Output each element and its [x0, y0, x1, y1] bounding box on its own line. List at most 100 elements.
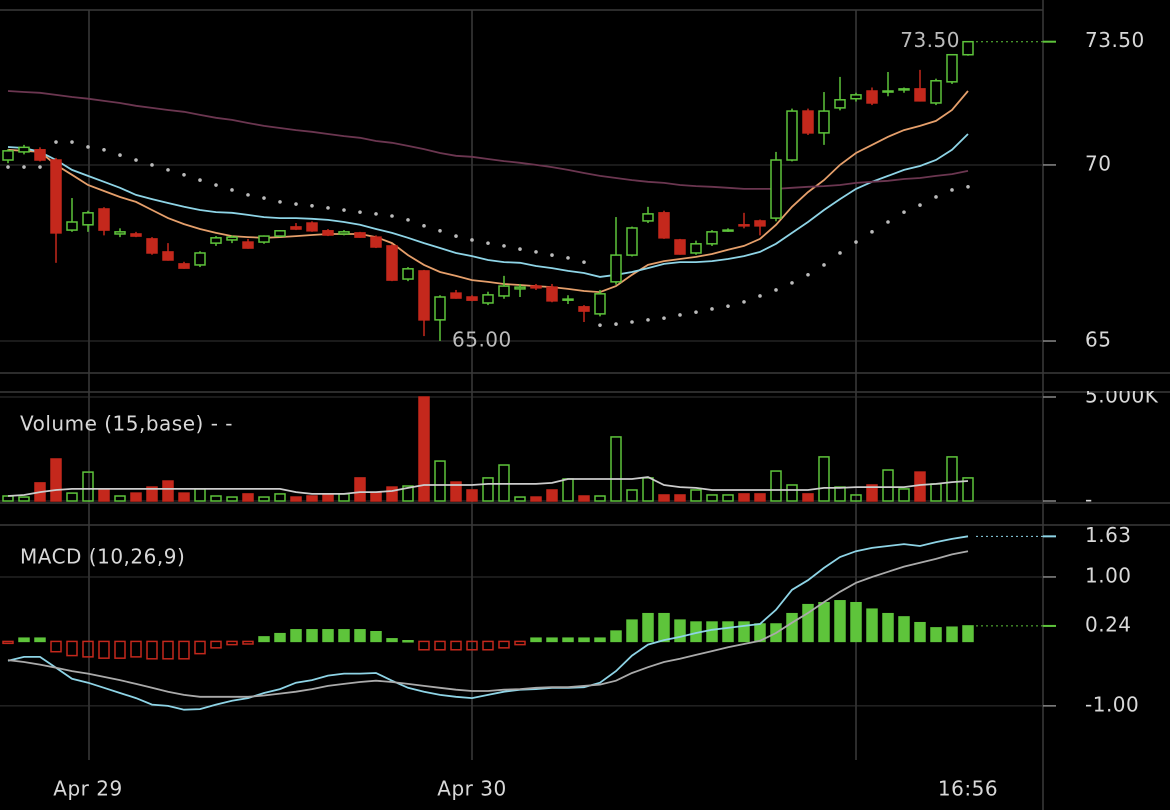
volume-bar: [306, 495, 318, 502]
volume-bar: [98, 488, 110, 502]
volume-bar: [210, 495, 222, 502]
sar-dot: [390, 214, 394, 218]
sar-dot: [358, 210, 362, 214]
candle-body: [706, 231, 718, 245]
histogram-bar: [882, 612, 894, 643]
sar-dot: [502, 244, 506, 248]
histogram-bar: [546, 637, 558, 643]
candle-body: [962, 40, 974, 56]
y-tick-label: -1.00: [1085, 692, 1139, 716]
candle-body: [226, 236, 238, 241]
volume-bar: [690, 489, 702, 502]
sar-dot: [214, 183, 218, 187]
volume-bar: [50, 458, 62, 502]
candle-body: [338, 231, 350, 235]
candle-body: [738, 224, 750, 227]
sar-dot: [694, 310, 698, 314]
candle-body: [82, 212, 94, 226]
histogram-bar: [66, 640, 78, 657]
volume-bar: [722, 494, 734, 502]
histogram-bar: [290, 629, 302, 643]
histogram-bar: [130, 640, 142, 658]
candle-body: [562, 298, 574, 301]
histogram-bar: [258, 636, 270, 643]
candle-body: [434, 296, 446, 321]
volume-bar: [258, 496, 270, 502]
sar-dot: [438, 228, 442, 233]
candle-body: [34, 149, 46, 161]
histogram-bar: [146, 640, 158, 660]
sar-dot: [902, 210, 906, 214]
histogram-bar: [530, 637, 542, 643]
sar-dot: [54, 140, 58, 144]
volume-bar: [818, 456, 830, 502]
volume-bar: [546, 489, 558, 502]
candle-body: [274, 230, 286, 237]
volume-bar: [898, 488, 910, 502]
histogram-bar: [338, 629, 350, 643]
candle-body: [882, 90, 894, 93]
sar-dot: [630, 320, 634, 324]
candle-body: [834, 99, 846, 109]
volume-bar: [754, 493, 766, 502]
volume-bar: [66, 492, 78, 502]
sar-dot: [454, 234, 458, 238]
histogram-bar: [898, 616, 910, 643]
histogram-bar: [658, 612, 670, 643]
volume-bar: [514, 496, 526, 502]
candle-body: [930, 80, 942, 104]
volume-bar: [850, 494, 862, 502]
volume-bar: [242, 493, 254, 502]
volume-bar: [562, 478, 574, 502]
y-tick-label: 70: [1085, 151, 1111, 175]
series-line: [7, 133, 969, 278]
histogram-bar: [914, 621, 926, 643]
candle-body: [114, 231, 126, 235]
volume-bar: [194, 488, 206, 502]
candle-body: [674, 239, 686, 255]
sar-dot: [886, 220, 890, 224]
candle-body: [418, 270, 430, 321]
candle-body: [498, 285, 510, 297]
volume-bar: [530, 496, 542, 502]
candle-body: [658, 212, 670, 239]
histogram-bar: [642, 612, 654, 643]
candle-body: [50, 159, 62, 234]
candle-body: [66, 221, 78, 231]
volume-bar: [642, 477, 654, 502]
sar-dot: [326, 206, 330, 210]
y-tick-label: 0.24: [1085, 612, 1132, 636]
volume-bar: [914, 471, 926, 502]
histogram-bar: [498, 640, 510, 649]
histogram-bar: [50, 640, 62, 653]
sar-dot: [614, 322, 618, 326]
sar-dot: [838, 251, 842, 255]
sar-dot: [406, 218, 410, 222]
sar-dot: [790, 281, 794, 285]
candle-body: [194, 252, 206, 266]
histogram-bar: [354, 629, 366, 643]
sar-dot: [646, 318, 650, 322]
candle-body: [146, 238, 158, 254]
sar-dot: [966, 184, 970, 189]
sar-dot: [198, 178, 202, 182]
sar-dot: [934, 195, 938, 199]
candle-body: [690, 243, 702, 254]
candle-body: [594, 293, 606, 315]
volume-bar: [434, 460, 446, 502]
volume-bar: [882, 469, 894, 502]
volume-bar: [450, 481, 462, 502]
volume-bar: [82, 471, 94, 502]
sar-dot: [182, 173, 186, 177]
candle-body: [802, 110, 814, 134]
volume-bar: [370, 492, 382, 502]
volume-bar: [738, 493, 750, 502]
y-tick-label: 1.00: [1085, 563, 1132, 587]
volume-bar: [2, 495, 14, 502]
histogram-bar: [194, 640, 206, 655]
low-label: 65.00: [452, 328, 512, 352]
volume-bar: [338, 493, 350, 502]
histogram-bar: [162, 640, 174, 660]
candle-body: [386, 245, 398, 281]
histogram-bar: [306, 629, 318, 643]
